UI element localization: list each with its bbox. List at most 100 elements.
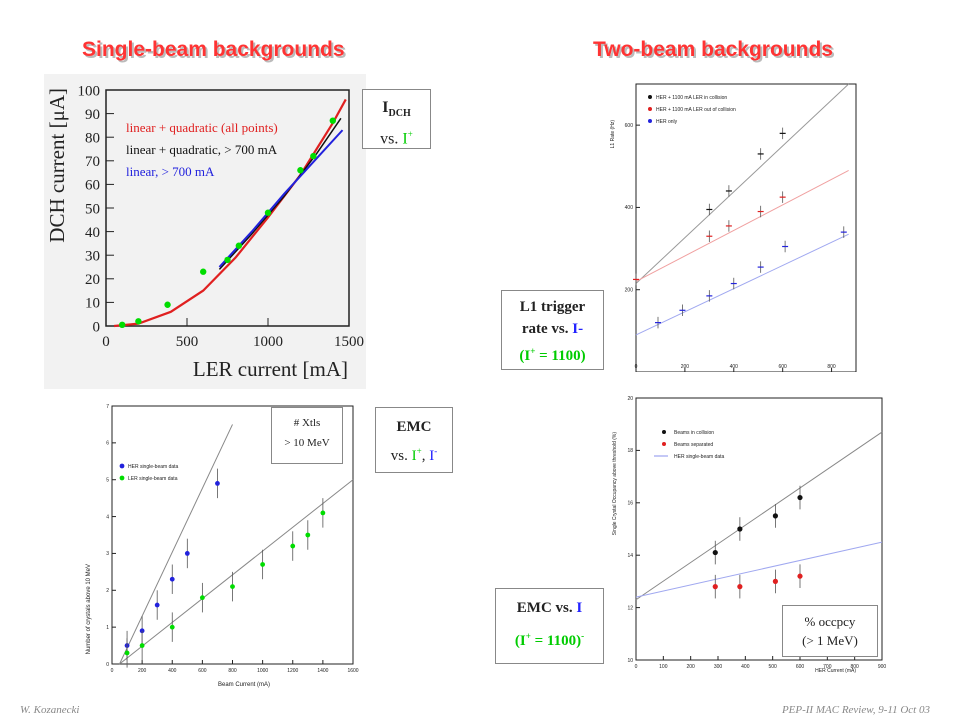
x-tick-label: 1200 <box>287 668 298 674</box>
legend-entry: Beams separated <box>674 442 713 448</box>
x-tick-label: 200 <box>681 364 690 370</box>
x-tick-label: 400 <box>741 664 750 670</box>
legend-entry: HER + 1100 mA LER in collision <box>656 95 727 101</box>
data-point <box>135 318 142 325</box>
data-point <box>124 650 130 656</box>
l1-rate-chart-panel: 0200400600800200400600HER current (mA)L1… <box>606 80 864 380</box>
legend-marker <box>648 107 652 111</box>
legend-entry: LER single-beam data <box>128 476 178 482</box>
data-point <box>737 584 743 590</box>
idch-plus: + <box>407 129 413 140</box>
data-point <box>119 321 126 329</box>
data-point <box>139 643 145 648</box>
y-tick-label: 1 <box>106 625 109 631</box>
data-point <box>260 562 266 567</box>
y-tick-label: 6 <box>106 441 109 447</box>
y-tick-label: 100 <box>78 83 101 99</box>
dch-chart-panel: 0 500 1000 1500 0 10 20 30 40 50 60 70 80 90 100 LER cu… <box>44 74 366 389</box>
data-point <box>224 256 231 264</box>
xtls-line2: > 10 MeV <box>284 437 330 449</box>
x-axis-label: HER Current (mA) <box>815 668 856 674</box>
legend-entry: linear, > 700 mA <box>126 164 215 179</box>
data-point <box>169 576 175 582</box>
y-tick-label: 20 <box>627 396 633 402</box>
y-tick-label: 40 <box>85 225 100 241</box>
xtls-label-box: # Xtls > 10 MeV <box>271 407 343 464</box>
y-tick-label: 30 <box>85 248 100 264</box>
legend-marker <box>648 119 652 123</box>
y-tick-label: 5 <box>106 477 109 483</box>
x-tick-label: 100 <box>659 664 668 670</box>
emc2-line2sup: + <box>525 631 531 641</box>
occ-line1: % occpcy <box>804 614 856 629</box>
legend-entry: HER + 1100 mA LER out of collision <box>656 107 736 113</box>
data-point <box>154 602 160 608</box>
emc-label-box: EMC vs. I+, I- <box>375 407 453 473</box>
y-tick-label: 4 <box>106 514 109 520</box>
idch-sub: DCH <box>388 108 411 120</box>
legend-marker <box>662 442 666 446</box>
x-tick-label: 200 <box>686 664 695 670</box>
x-tick-label: 700 <box>823 664 832 670</box>
data-point <box>297 167 304 174</box>
legend-marker <box>119 463 125 469</box>
emc-comma: , <box>421 448 430 464</box>
data-point <box>290 543 296 549</box>
y-tick-label: 18 <box>627 448 633 454</box>
x-tick-label: 300 <box>714 664 723 670</box>
x-tick-label: 0 <box>635 364 638 370</box>
x-tick-label: 200 <box>138 668 147 674</box>
legend-marker <box>119 475 125 481</box>
fit-line <box>119 424 233 665</box>
l1-line3b: = 1100) <box>535 348 586 364</box>
y-tick-label: 10 <box>627 658 633 664</box>
idch-vs: vs. <box>380 130 403 148</box>
x-tick-label: 800 <box>850 664 859 670</box>
x-tick-label: 1600 <box>347 668 358 674</box>
idch-i: I <box>382 99 389 116</box>
data-point <box>712 549 718 556</box>
data-point <box>737 526 743 532</box>
y-tick-label: 90 <box>85 107 100 123</box>
emc-sup2: - <box>434 446 438 456</box>
y-tick-label: 70 <box>85 154 100 170</box>
data-point <box>329 117 336 124</box>
x-tick-label: 400 <box>168 668 177 674</box>
x-tick-label: 0 <box>635 664 638 670</box>
y-tick-label: 600 <box>625 123 634 129</box>
x-tick-label: 0 <box>102 334 110 350</box>
plot-frame <box>635 397 883 661</box>
x-tick-label: 500 <box>768 664 777 670</box>
x-tick-label: 1000 <box>253 334 283 350</box>
y-tick-label: 60 <box>85 178 100 194</box>
xtls-line1: # Xtls <box>293 417 321 429</box>
x-tick-label: 800 <box>228 668 237 674</box>
fit-quadratic-all <box>113 98 347 328</box>
data-point <box>184 551 190 556</box>
data-point <box>310 152 317 160</box>
x-tick-label: 1500 <box>334 334 364 350</box>
emc-i2: I <box>429 448 435 464</box>
y-tick-label: 2 <box>106 588 109 594</box>
y-tick-label: 20 <box>85 272 100 288</box>
y-tick-label: 50 <box>85 201 100 217</box>
two-beam-heading: Two-beam backgrounds <box>593 38 833 61</box>
x-axis-label: Beam Current (mA) <box>218 682 270 688</box>
fit-line <box>635 233 849 336</box>
x-tick-label: 400 <box>730 364 739 370</box>
data-point <box>230 584 235 589</box>
emc2-line1a: EMC vs. <box>516 600 577 616</box>
x-tick-label: 1000 <box>257 668 268 674</box>
single-beam-heading: Single-beam backgrounds <box>82 38 345 61</box>
fit-line <box>119 479 354 665</box>
emc2-label-box: EMC vs. I (I+ = 1100)- <box>495 588 604 664</box>
l1-line3sup: + <box>530 346 536 356</box>
y-tick-label: 3 <box>106 551 109 557</box>
y-tick-label: 12 <box>627 605 633 611</box>
l1-rate-chart: 0200400600800200400600HER current (mA)L1… <box>606 80 864 380</box>
x-tick-label: 900 <box>878 664 887 670</box>
x-tick-label: 1400 <box>317 668 328 674</box>
legend-marker <box>662 430 666 434</box>
emc-i1: I <box>411 448 417 464</box>
emc-occupancy-chart-panel: 0 100 200 300 400 500 600 700 800 900 10 12 14 16 18 20… <box>606 372 890 690</box>
